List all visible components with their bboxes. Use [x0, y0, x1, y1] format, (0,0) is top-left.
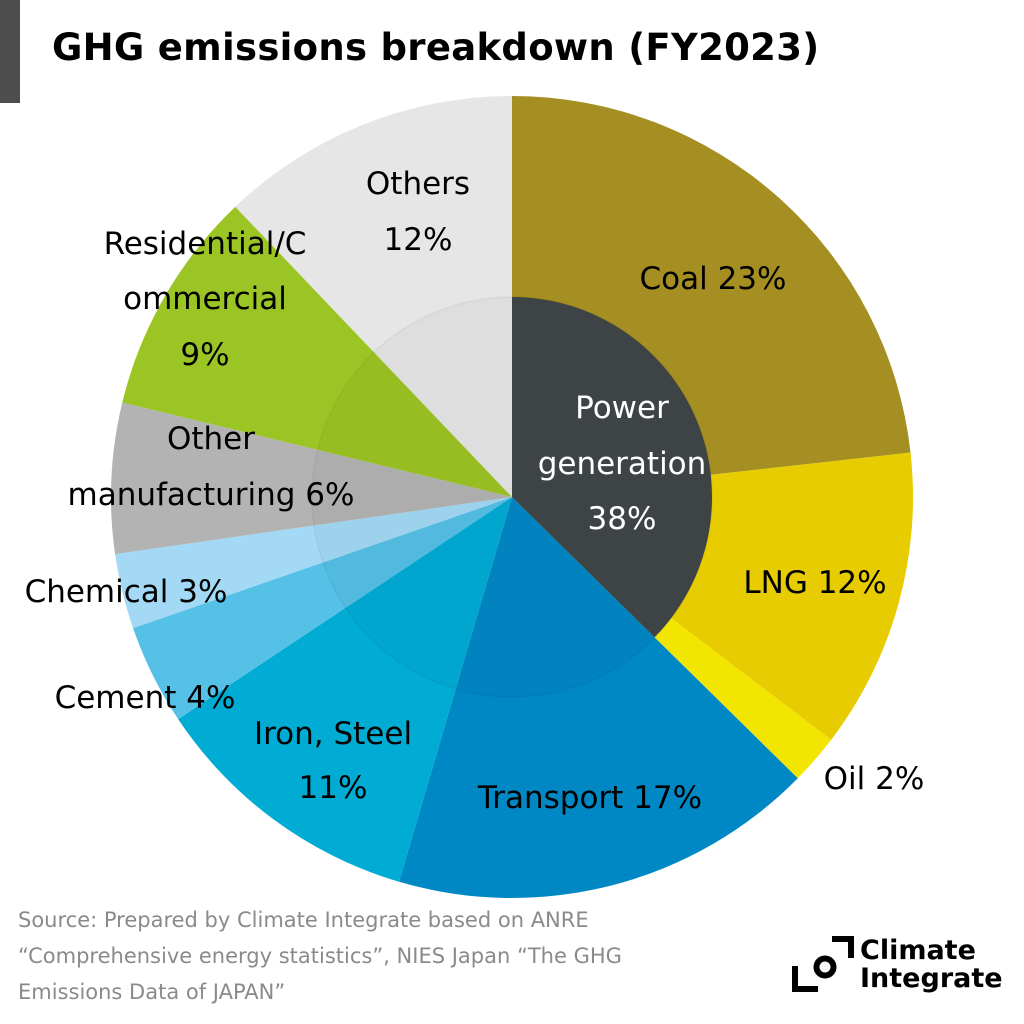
slice-label: Coal 23%: [640, 261, 787, 297]
slice-label: Iron, Steel: [254, 716, 412, 752]
pie-slice-other-manufacturing: [111, 402, 513, 555]
chart-title: GHG emissions breakdown (FY2023): [52, 26, 820, 69]
logo-mark-icon: [792, 936, 854, 992]
logo-text-line1: Climate: [860, 935, 976, 966]
logo-text-line2: Integrate: [860, 963, 1003, 994]
slice-label: LNG 12%: [743, 565, 886, 601]
pie-slice-others: [235, 96, 512, 497]
pie-slice-residential-commercial: [122, 206, 512, 497]
slice-label: Chemical 3%: [25, 574, 228, 610]
slice-label: ommercial: [123, 281, 287, 317]
slice-label: 9%: [180, 337, 229, 373]
slice-label: Cement 4%: [55, 680, 236, 716]
slice-label: Other: [167, 421, 255, 457]
pie-slice-cement: [133, 497, 512, 720]
pie-slice-transport: [399, 497, 798, 899]
source-line: Source: Prepared by Climate Integrate ba…: [18, 908, 589, 932]
inner-group-label: generation: [538, 446, 707, 482]
slice-label: manufacturing 6%: [68, 477, 355, 513]
pie-slice-iron-steel: [178, 497, 512, 882]
title-accent-bar: [0, 0, 20, 103]
climate-integrate-logo: Climate Integrate: [788, 932, 1008, 1002]
inner-sector-power-generation: [512, 297, 712, 638]
pie-slice-chemical: [115, 497, 512, 629]
slice-label: Transport 17%: [477, 780, 702, 816]
slice-label: 12%: [384, 222, 453, 258]
slice-label: 11%: [299, 770, 368, 806]
source-line: Emissions Data of JAPAN”: [18, 980, 286, 1004]
slice-label: Others: [366, 166, 470, 202]
inner-group-label: Power: [575, 390, 669, 426]
slice-label: Oil 2%: [824, 761, 925, 797]
source-note: Source: Prepared by Climate Integrate ba…: [18, 902, 622, 1010]
source-line: “Comprehensive energy statistics”, NIES …: [18, 944, 622, 968]
slice-label: Residential/C: [104, 226, 307, 262]
inner-group-label: 38%: [588, 501, 657, 537]
